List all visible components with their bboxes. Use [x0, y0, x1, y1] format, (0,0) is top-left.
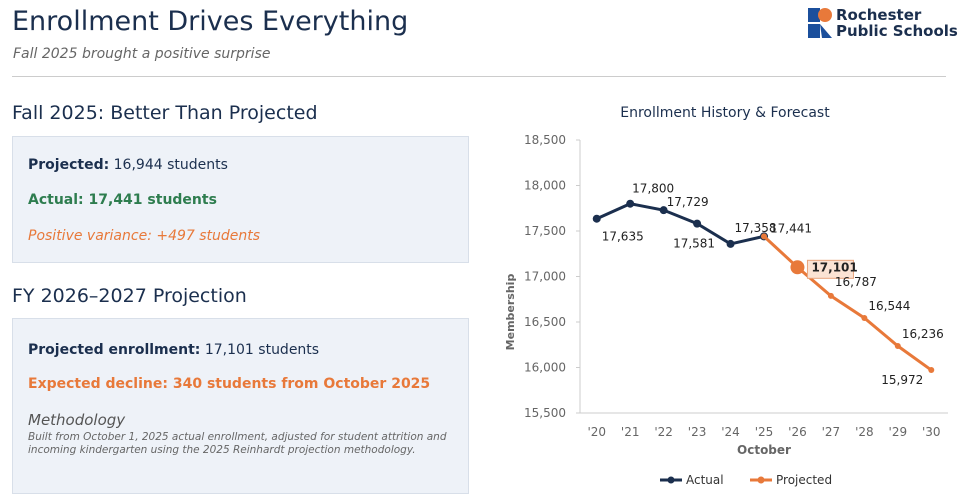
- data-point: [861, 314, 868, 321]
- x-tick-label: '24: [721, 425, 740, 439]
- methodology-text: Built from October 1, 2025 actual enroll…: [28, 431, 447, 456]
- label: Projected enrollment:: [28, 342, 201, 358]
- data-label: 16,236: [902, 327, 944, 341]
- data-label: 15,972: [881, 373, 923, 387]
- row: Expected decline: 340 students from Octo…: [28, 376, 430, 392]
- data-point: [790, 260, 805, 275]
- label: Projected:: [28, 157, 110, 173]
- label-box: [806, 259, 854, 279]
- methodology-title: Methodology: [28, 411, 126, 429]
- legend-swatch: [757, 476, 765, 484]
- data-label: 17,581: [673, 237, 715, 251]
- data-point: [659, 206, 668, 215]
- x-tick-label: '22: [654, 425, 673, 439]
- data-label: 17,800: [632, 182, 674, 196]
- data-point: [761, 233, 767, 240]
- data-label: 17,441: [770, 221, 812, 235]
- series-line: [762, 235, 933, 372]
- data-point: [894, 343, 901, 350]
- x-tick-label: '21: [621, 425, 640, 439]
- value: 16,944 students: [113, 157, 228, 173]
- data-point: [928, 367, 935, 374]
- label: Expected decline:: [28, 376, 168, 392]
- y-tick-label: 17,000: [524, 270, 566, 284]
- series-line: [596, 202, 765, 246]
- x-tick-label: '25: [755, 425, 774, 439]
- x-tick-label: '29: [889, 425, 908, 439]
- legend-label: Actual: [686, 473, 724, 487]
- y-tick-label: 16,500: [524, 315, 566, 329]
- data-label: 17,101: [811, 260, 857, 274]
- data-point: [592, 214, 601, 223]
- logo-line: Public Schools: [836, 22, 958, 40]
- card: Projected: 16,944 students Actual: 17,44…: [12, 136, 469, 263]
- logo-line: Rochester: [836, 6, 922, 24]
- x-tick-label: '23: [688, 425, 707, 439]
- x-tick-label: '30: [922, 425, 941, 439]
- row: Projected enrollment: 17,101 students: [28, 342, 319, 358]
- value: 17,101 students: [204, 342, 320, 358]
- data-label: 17,635: [602, 230, 644, 244]
- label: Actual:: [28, 192, 84, 208]
- row: Projected: 16,944 students: [28, 157, 228, 173]
- logo-text: Rochester Public Schools: [836, 7, 958, 39]
- x-tick-label: '20: [587, 425, 606, 439]
- logo-icon: [808, 8, 832, 38]
- data-point: [626, 199, 635, 208]
- data-point: [726, 239, 735, 248]
- x-axis-label: October: [737, 443, 791, 457]
- y-axis-label: Membership: [504, 274, 517, 351]
- y-tick-label: 17,500: [524, 224, 566, 238]
- divider: [12, 76, 946, 77]
- legend-swatch: [667, 476, 675, 484]
- legend-label: Projected: [776, 473, 832, 487]
- x-tick-label: '27: [822, 425, 841, 439]
- data-label: 16,544: [868, 299, 910, 313]
- data-label: 16,787: [835, 275, 877, 289]
- y-tick-label: 15,500: [524, 406, 566, 420]
- card: Projected enrollment: 17,101 students Ex…: [12, 318, 469, 494]
- x-tick-label: '28: [855, 425, 874, 439]
- chart: Enrollment History & Forecast Membership…: [504, 105, 948, 487]
- row: Positive variance: +497 students: [28, 228, 261, 244]
- chart-title: Enrollment History & Forecast: [620, 105, 830, 121]
- data-label: 17,358: [735, 221, 777, 235]
- y-tick-label: 16,000: [524, 361, 566, 375]
- data-point: [693, 219, 702, 228]
- data-label: 17,729: [667, 195, 709, 209]
- y-tick-label: 18,500: [524, 133, 566, 147]
- row: Actual: 17,441 students: [28, 192, 217, 208]
- value: 17,441 students: [88, 192, 217, 208]
- x-tick-label: '26: [788, 425, 807, 439]
- subtitle: Fall 2025 brought a positive surprise: [13, 46, 271, 62]
- section-heading: Fall 2025: Better Than Projected: [12, 102, 318, 124]
- section-heading: FY 2026–2027 Projection: [12, 285, 247, 307]
- title: Enrollment Drives Everything: [12, 6, 409, 37]
- value: 340 students from October 2025: [172, 376, 431, 392]
- data-point: [827, 292, 834, 299]
- y-tick-label: 18,000: [524, 179, 566, 193]
